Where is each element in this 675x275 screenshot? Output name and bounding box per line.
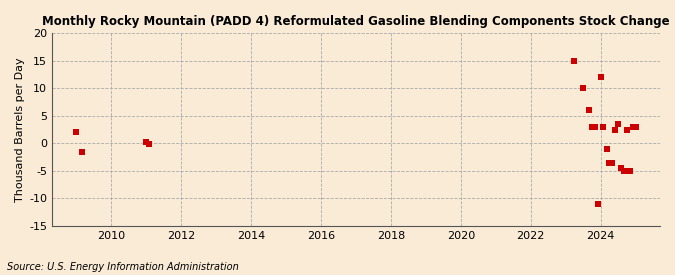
Point <box>613 122 624 126</box>
Point <box>593 202 603 206</box>
Point <box>71 130 82 134</box>
Point <box>616 166 626 170</box>
Point <box>630 125 641 129</box>
Point <box>141 139 152 144</box>
Point <box>595 75 606 79</box>
Point <box>624 169 635 173</box>
Point <box>610 127 621 132</box>
Point <box>627 125 638 129</box>
Point <box>144 142 155 147</box>
Text: Source: U.S. Energy Information Administration: Source: U.S. Energy Information Administ… <box>7 262 238 272</box>
Point <box>569 59 580 63</box>
Point <box>589 125 600 129</box>
Point <box>598 125 609 129</box>
Y-axis label: Thousand Barrels per Day: Thousand Barrels per Day <box>15 57 25 202</box>
Title: Monthly Rocky Mountain (PADD 4) Reformulated Gasoline Blending Components Stock : Monthly Rocky Mountain (PADD 4) Reformul… <box>43 15 670 28</box>
Point <box>622 127 632 132</box>
Point <box>587 125 597 129</box>
Point <box>604 160 615 165</box>
Point <box>618 169 629 173</box>
Point <box>584 108 595 112</box>
Point <box>601 147 612 151</box>
Point <box>578 86 589 90</box>
Point <box>77 149 88 154</box>
Point <box>607 160 618 165</box>
